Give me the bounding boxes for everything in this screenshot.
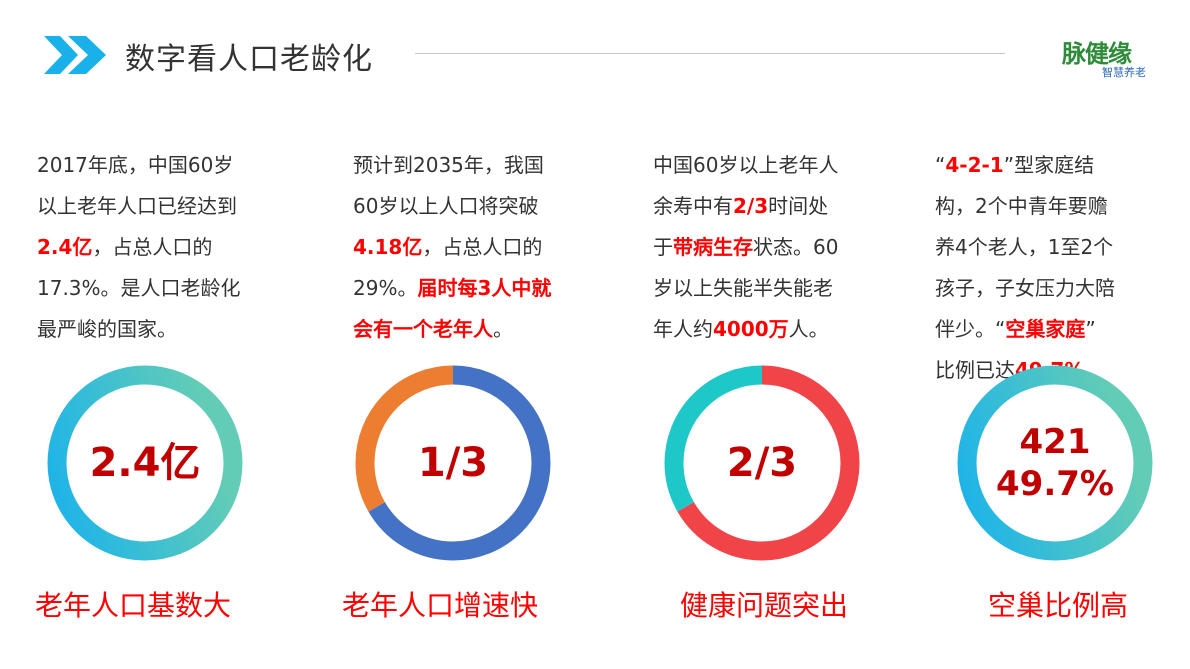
caption: 空巢比例高 — [988, 589, 1129, 622]
column-text-1: 2017年底，中国60岁 以上老年人口已经达到 2.4亿，占总人口的 17.3%。是人… — [37, 145, 241, 350]
body-text: 伴少。“ — [935, 317, 1006, 341]
chevron-double-icon — [44, 36, 106, 74]
text-line: 2.4亿，占总人口的 — [37, 227, 241, 268]
logo-sub: 智慧养老 — [1102, 66, 1146, 79]
highlight-text: 带病生存 — [673, 235, 753, 259]
donut-chart-4: 421 49.7% — [957, 365, 1153, 561]
body-text: 构，2个中青年要赡 — [935, 194, 1108, 218]
column-text-4: “4-2-1”型家庭结 构，2个中青年要赡 养4个老人，1至2个 孩子，子女压力大陪伴… — [935, 145, 1115, 391]
text-line: 构，2个中青年要赡 — [935, 186, 1115, 227]
body-text: 17.3%。是人口老龄化 — [37, 276, 241, 300]
body-text: 2017年底，中国60岁 — [37, 153, 234, 177]
text-line: 最严峻的国家。 — [37, 309, 241, 350]
highlight-text: 4000万 — [713, 317, 789, 341]
text-line: 4.18亿，占总人口的 — [353, 227, 551, 268]
body-text: 于 — [653, 235, 673, 259]
highlight-text: 2/3 — [733, 194, 769, 218]
text-line: 养4个老人，1至2个 — [935, 227, 1115, 268]
body-text: ” — [1085, 317, 1096, 341]
body-text: ，占总人口的 — [422, 235, 543, 259]
body-text: 60岁以上人口将突破 — [353, 194, 539, 218]
body-text: ，占总人口的 — [92, 235, 213, 259]
text-line: 17.3%。是人口老龄化 — [37, 268, 241, 309]
body-text: 最严峻的国家。 — [37, 317, 177, 341]
body-text: 岁以上失能半失能老 — [653, 276, 833, 300]
donut-segment — [957, 365, 1153, 561]
donut-segment — [47, 365, 243, 561]
column-text-2: 预计到2035年，我国 60岁以上人口将突破 4.18亿，占总人口的 29%。届时每3… — [353, 145, 551, 350]
highlight-text: 2.4亿 — [37, 235, 93, 259]
text-line: 2017年底，中国60岁 — [37, 145, 241, 186]
body-text: ”型家庭结 — [1003, 153, 1095, 177]
text-line: 29%。届时每3人中就 — [353, 268, 551, 309]
highlight-text: 4-2-1 — [945, 153, 1004, 177]
highlight-text: 届时每3人中就 — [417, 276, 552, 300]
body-text: 余寿中有 — [653, 194, 733, 218]
donut-chart-1: 2.4亿 — [47, 365, 243, 561]
body-text: 时间处 — [768, 194, 829, 218]
text-line: 中国60岁以上老年人 — [653, 145, 838, 186]
body-text: 年人约 — [653, 317, 713, 341]
text-line: 孩子，子女压力大陪 — [935, 268, 1115, 309]
caption: 老年人口基数大 — [35, 589, 232, 622]
text-line: 以上老年人口已经达到 — [37, 186, 241, 227]
column-text-3: 中国60岁以上老年人 余寿中有2/3时间处 于带病生存状态。60 岁以上失能半失能老年… — [653, 145, 838, 350]
body-text: 比例已达 — [935, 358, 1015, 382]
page-title: 数字看人口老龄化 — [125, 42, 373, 77]
body-text: 人。 — [788, 317, 829, 341]
highlight-text: 空巢家庭 — [1005, 317, 1086, 341]
logo: 脉健缘 智慧养老 — [1062, 34, 1146, 79]
title-divider — [415, 53, 1005, 54]
body-text: 以上老年人口已经达到 — [37, 194, 237, 218]
text-line: 60岁以上人口将突破 — [353, 186, 551, 227]
caption: 健康问题突出 — [680, 589, 849, 622]
text-line: “4-2-1”型家庭结 — [935, 145, 1115, 186]
donut-value: 2.4亿 — [47, 365, 243, 561]
text-line: 余寿中有2/3时间处 — [653, 186, 838, 227]
text-line: 伴少。“空巢家庭” — [935, 309, 1115, 350]
body-text: 中国60岁以上老年人 — [653, 153, 839, 177]
donut-value-text: 421 — [1019, 422, 1091, 462]
donut-chart-2: 1/3 — [355, 365, 551, 561]
body-text: 29%。 — [353, 276, 418, 300]
body-text: 。 — [493, 317, 513, 341]
donut-segment — [664, 365, 860, 561]
body-text: 孩子，子女压力大陪 — [935, 276, 1115, 300]
donut-value: 1/3 — [355, 365, 551, 561]
logo-main: 脉健缘 — [1062, 40, 1132, 68]
donut-segment — [355, 365, 551, 561]
text-line: 预计到2035年，我国 — [353, 145, 551, 186]
text-line: 于带病生存状态。60 — [653, 227, 838, 268]
body-text: 养4个老人，1至2个 — [935, 235, 1114, 259]
donut-chart-3: 2/3 — [664, 365, 860, 561]
text-line: 年人约4000万人。 — [653, 309, 838, 350]
donut-value-text: 2/3 — [726, 440, 798, 486]
body-text: 预计到2035年，我国 — [353, 153, 544, 177]
donut-value: 2/3 — [664, 365, 860, 561]
body-text: “ — [935, 153, 946, 177]
caption: 老年人口增速快 — [342, 589, 539, 622]
donut-value: 421 49.7% — [957, 365, 1153, 561]
donut-value-text-2: 49.7% — [996, 464, 1114, 504]
donut-value-text: 1/3 — [417, 440, 489, 486]
text-line: 岁以上失能半失能老 — [653, 268, 838, 309]
text-line: 会有一个老年人。 — [353, 309, 551, 350]
highlight-text: 会有一个老年人 — [353, 317, 493, 341]
body-text: 状态。60 — [753, 235, 839, 259]
donut-value-text: 2.4亿 — [89, 440, 201, 486]
highlight-text: 4.18亿 — [353, 235, 423, 259]
